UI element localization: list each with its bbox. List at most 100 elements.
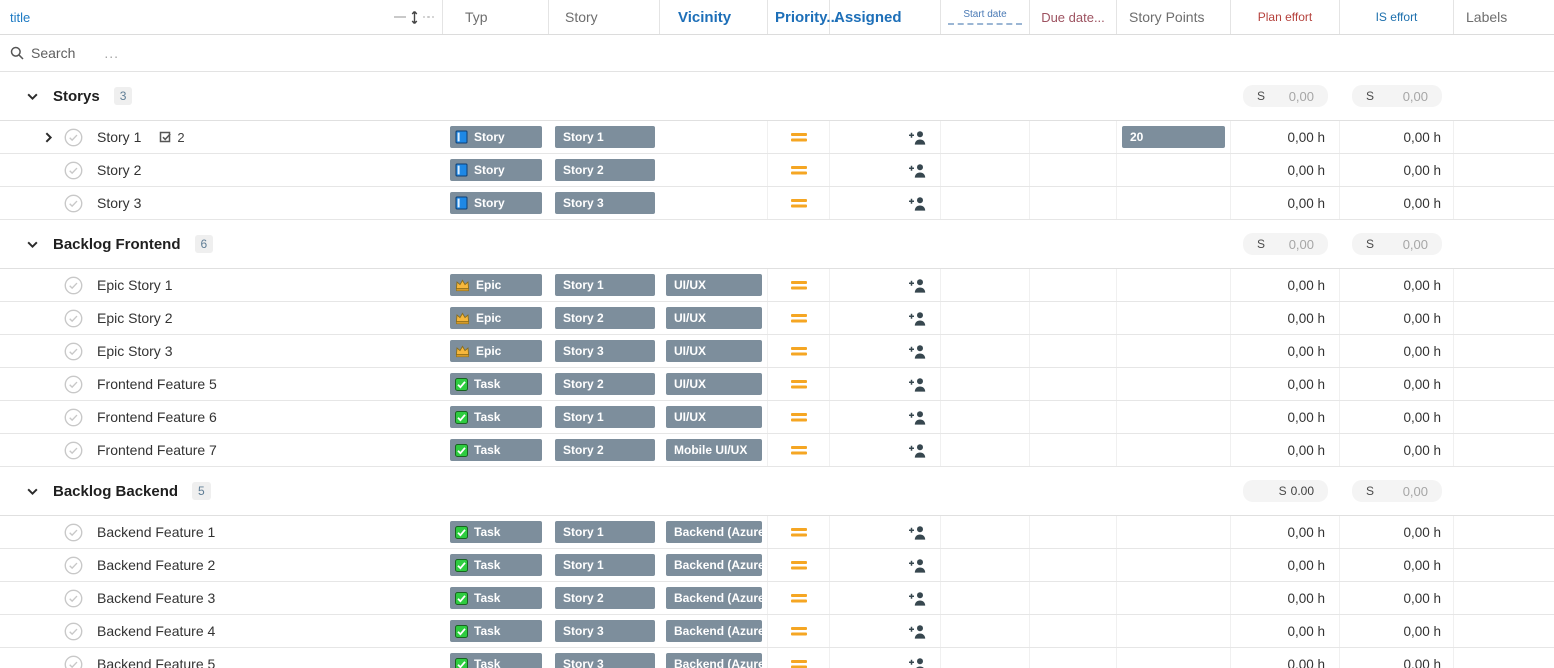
start-date-cell[interactable]	[941, 549, 1030, 581]
labels-cell[interactable]	[1454, 615, 1554, 647]
column-header-vicinity[interactable]: Vicinity	[660, 0, 768, 34]
story-points-cell[interactable]	[1117, 269, 1231, 301]
search-label[interactable]: Search	[31, 45, 76, 61]
due-date-cell[interactable]	[1030, 434, 1117, 466]
work-item-title[interactable]: Epic Story 3	[97, 343, 173, 359]
priority-cell[interactable]	[768, 335, 830, 367]
plan-effort-cell[interactable]: 0,00 h	[1231, 401, 1340, 433]
assigned-cell[interactable]	[830, 434, 941, 466]
priority-cell[interactable]	[768, 154, 830, 186]
type-chip[interactable]: Story	[450, 159, 542, 181]
is-effort-cell[interactable]: 0,00 h	[1340, 121, 1454, 153]
type-chip[interactable]: Task	[450, 620, 542, 642]
story-chip[interactable]: Story 1	[555, 126, 655, 148]
plan-effort-cell[interactable]: 0,00 h	[1231, 121, 1340, 153]
work-item-title[interactable]: Frontend Feature 7	[97, 442, 217, 458]
work-item-title[interactable]: Frontend Feature 6	[97, 409, 217, 425]
work-item-title[interactable]: Story 3	[97, 195, 142, 211]
labels-cell[interactable]	[1454, 549, 1554, 581]
sort-updown-icon[interactable]	[410, 10, 419, 25]
labels-cell[interactable]	[1454, 401, 1554, 433]
story-points-cell[interactable]	[1117, 368, 1231, 400]
group-name[interactable]: Backlog Backend	[53, 482, 179, 500]
column-header-priority[interactable]: Priority...	[768, 0, 839, 34]
priority-cell[interactable]	[768, 269, 830, 301]
status-check-icon[interactable]	[64, 523, 83, 542]
priority-cell[interactable]	[768, 121, 830, 153]
is-effort-cell[interactable]: 0,00 h	[1340, 154, 1454, 186]
vicinity-chip[interactable]: Backend (Azure/A	[666, 587, 762, 609]
assigned-cell[interactable]	[830, 615, 941, 647]
start-date-cell[interactable]	[941, 302, 1030, 334]
start-date-cell[interactable]	[941, 401, 1030, 433]
story-points-cell[interactable]: 20	[1117, 121, 1231, 153]
column-header-plan-effort[interactable]: Plan effort	[1231, 0, 1340, 34]
work-item-title[interactable]: Frontend Feature 5	[97, 376, 217, 392]
status-check-icon[interactable]	[64, 375, 83, 394]
type-chip[interactable]: Epic	[450, 274, 542, 296]
assigned-cell[interactable]	[830, 516, 941, 548]
work-item-title[interactable]: Epic Story 1	[97, 277, 173, 293]
column-header-labels[interactable]: Labels	[1454, 0, 1554, 34]
story-chip[interactable]: Story 2	[555, 307, 655, 329]
plan-effort-cell[interactable]: 0,00 h	[1231, 549, 1340, 581]
is-effort-cell[interactable]: 0,00 h	[1340, 368, 1454, 400]
plan-effort-cell[interactable]: 0,00 h	[1231, 269, 1340, 301]
status-check-icon[interactable]	[64, 342, 83, 361]
priority-cell[interactable]	[768, 516, 830, 548]
labels-cell[interactable]	[1454, 121, 1554, 153]
column-header-start-date[interactable]: Start date	[941, 0, 1030, 34]
type-chip[interactable]: Epic	[450, 307, 542, 329]
labels-cell[interactable]	[1454, 516, 1554, 548]
story-points-cell[interactable]	[1117, 582, 1231, 614]
story-points-cell[interactable]	[1117, 516, 1231, 548]
start-date-cell[interactable]	[941, 434, 1030, 466]
plan-effort-cell[interactable]: 0,00 h	[1231, 335, 1340, 367]
story-chip[interactable]: Story 2	[555, 439, 655, 461]
search-more-ellipsis[interactable]: ...	[104, 45, 120, 61]
type-chip[interactable]: Epic	[450, 340, 542, 362]
story-points-cell[interactable]	[1117, 401, 1231, 433]
work-item-title[interactable]: Story 2	[97, 162, 142, 178]
type-chip[interactable]: Task	[450, 373, 542, 395]
due-date-cell[interactable]	[1030, 269, 1117, 301]
work-item-title[interactable]: Epic Story 2	[97, 310, 173, 326]
work-item-title[interactable]: Backend Feature 3	[97, 590, 216, 606]
status-check-icon[interactable]	[64, 622, 83, 641]
assigned-cell[interactable]	[830, 302, 941, 334]
assigned-cell[interactable]	[830, 154, 941, 186]
is-effort-cell[interactable]: 0,00 h	[1340, 187, 1454, 219]
labels-cell[interactable]	[1454, 154, 1554, 186]
work-item-title[interactable]: Story 1	[97, 129, 142, 145]
due-date-cell[interactable]	[1030, 549, 1117, 581]
status-check-icon[interactable]	[64, 441, 83, 460]
search-icon[interactable]	[10, 46, 24, 60]
plan-effort-cell[interactable]: 0,00 h	[1231, 302, 1340, 334]
expand-row-icon[interactable]	[42, 131, 55, 144]
due-date-cell[interactable]	[1030, 335, 1117, 367]
group-collapse-icon[interactable]	[26, 90, 39, 103]
group-name[interactable]: Storys	[53, 87, 100, 105]
vicinity-chip[interactable]: UI/UX	[666, 373, 762, 395]
column-header-due-date[interactable]: Due date...	[1030, 0, 1117, 34]
vicinity-chip[interactable]: Backend (Azure/A	[666, 620, 762, 642]
type-chip[interactable]: Task	[450, 587, 542, 609]
labels-cell[interactable]	[1454, 187, 1554, 219]
is-effort-cell[interactable]: 0,00 h	[1340, 549, 1454, 581]
vicinity-chip[interactable]: Mobile UI/UX	[666, 439, 762, 461]
priority-cell[interactable]	[768, 401, 830, 433]
story-chip[interactable]: Story 1	[555, 406, 655, 428]
is-effort-cell[interactable]: 0,00 h	[1340, 582, 1454, 614]
vicinity-chip[interactable]: UI/UX	[666, 307, 762, 329]
priority-cell[interactable]	[768, 302, 830, 334]
labels-cell[interactable]	[1454, 434, 1554, 466]
labels-cell[interactable]	[1454, 648, 1554, 668]
type-chip[interactable]: Task	[450, 554, 542, 576]
story-chip[interactable]: Story 3	[555, 653, 655, 668]
type-chip[interactable]: Task	[450, 406, 542, 428]
status-check-icon[interactable]	[64, 589, 83, 608]
status-check-icon[interactable]	[64, 556, 83, 575]
assigned-cell[interactable]	[830, 335, 941, 367]
work-item-title[interactable]: Backend Feature 5	[97, 656, 216, 668]
story-chip[interactable]: Story 3	[555, 192, 655, 214]
